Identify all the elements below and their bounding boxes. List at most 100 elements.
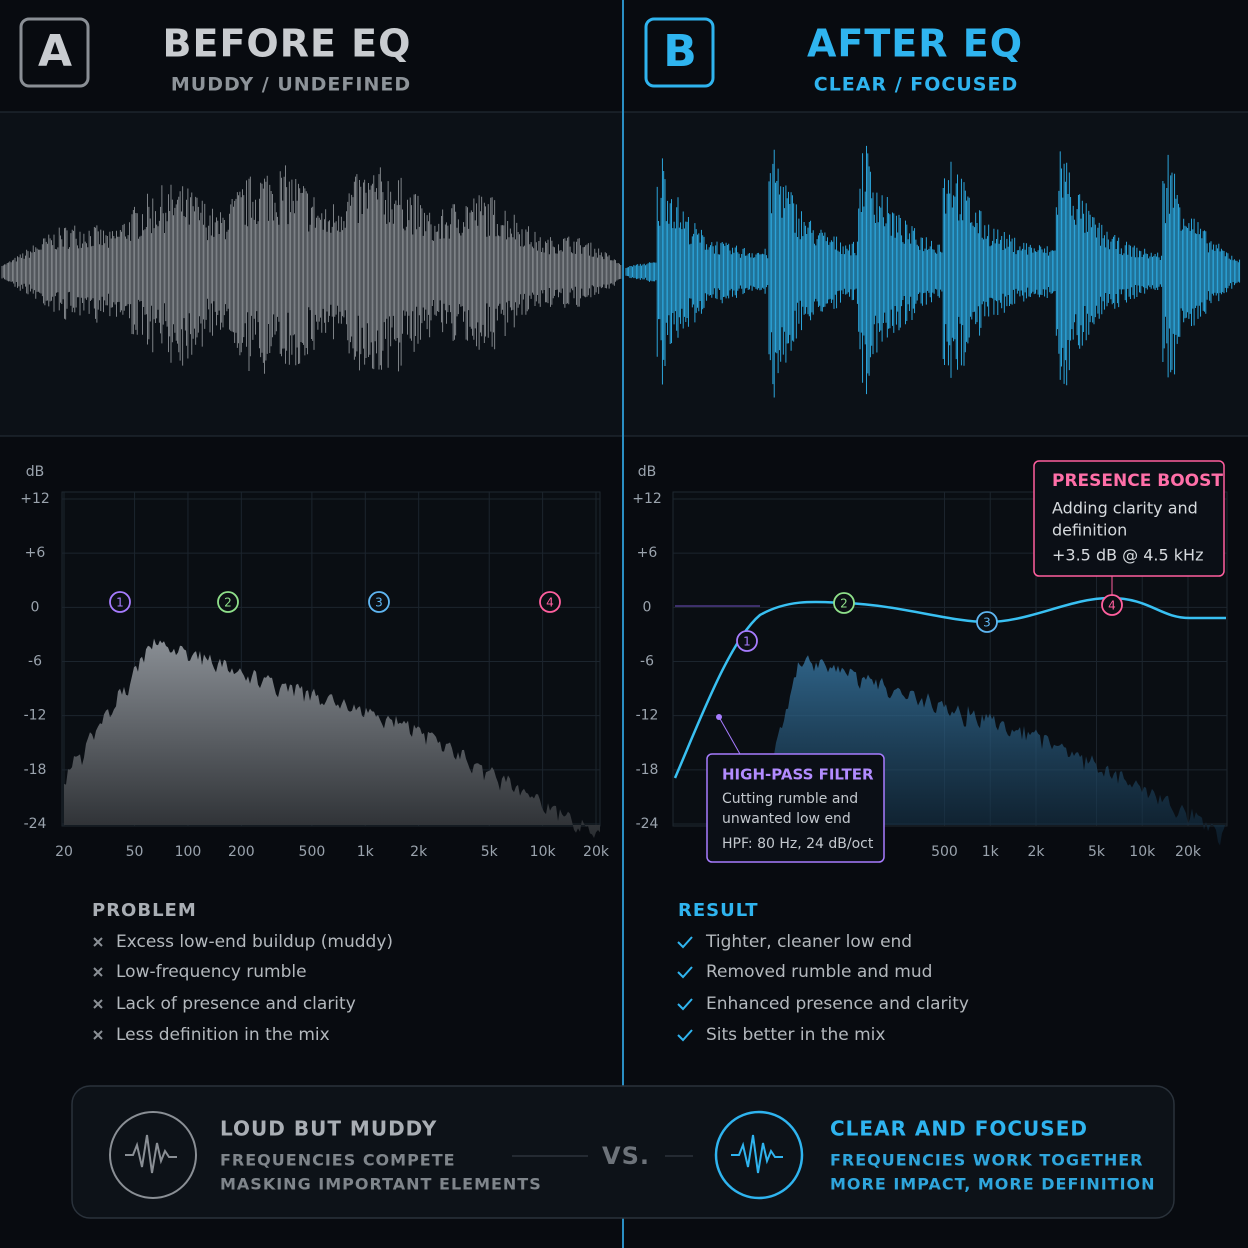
y-tick-label: +6 <box>637 545 658 561</box>
list-item: Sits better in the mix <box>706 1025 885 1045</box>
eq-node-label: 2 <box>840 597 848 611</box>
y-tick-label: -24 <box>636 816 659 832</box>
list-heading: RESULT <box>678 900 759 921</box>
eq-node <box>539 591 561 613</box>
x-tick-label: 10k <box>1129 844 1156 860</box>
y-tick-label: -6 <box>28 654 42 670</box>
axis-unit: dB <box>638 464 657 480</box>
cross-icon <box>93 967 103 977</box>
list-item: Enhanced presence and clarity <box>706 994 969 1014</box>
leader-dot <box>716 714 722 720</box>
badge-label: B <box>663 26 697 77</box>
eq-node <box>976 611 998 633</box>
title: AFTER EQ <box>807 22 1023 66</box>
annotation-text: definition <box>1052 521 1127 540</box>
cross-icon <box>93 999 103 1009</box>
annotation-title: HIGH-PASS FILTER <box>722 766 874 784</box>
icon-wave <box>731 1134 783 1174</box>
x-tick-label: 50 <box>126 844 144 860</box>
eq-node <box>368 591 390 613</box>
y-tick-label: +12 <box>20 491 50 507</box>
summary-title: LOUD BUT MUDDY <box>220 1117 437 1141</box>
leader-line <box>718 716 741 755</box>
icon <box>109 1111 197 1199</box>
check-icon <box>677 966 693 979</box>
check-icon <box>677 1029 693 1042</box>
y-tick-label: -6 <box>640 654 654 670</box>
summary-text: FREQUENCIES WORK TOGETHER <box>830 1151 1143 1170</box>
y-tick-label: +12 <box>632 491 662 507</box>
eq-node-label: 4 <box>546 596 554 610</box>
list-item: Removed rumble and mud <box>706 962 932 982</box>
x-tick-label: 5k <box>481 844 499 860</box>
eq-node <box>109 591 131 613</box>
cross-icon <box>93 1030 103 1040</box>
x-tick-label: 2k <box>410 844 428 860</box>
annotation-box <box>706 753 885 863</box>
y-tick-label: -18 <box>636 762 659 778</box>
y-tick-label: +6 <box>25 545 46 561</box>
x-tick-label: 20k <box>583 844 610 860</box>
badge-label: A <box>38 26 72 77</box>
cross-icon <box>93 937 103 947</box>
list-heading: PROBLEM <box>92 900 197 921</box>
y-tick-label: -12 <box>636 708 659 724</box>
eq-node-label: 1 <box>743 635 751 649</box>
x-tick-label: 500 <box>931 844 958 860</box>
eq-node-label: 4 <box>1108 599 1116 613</box>
vs-label: VS. <box>602 1142 650 1170</box>
x-tick-label: 200 <box>228 844 255 860</box>
annotation-box <box>1033 460 1225 577</box>
eq-node-label: 1 <box>116 596 124 610</box>
list-item: Low-frequency rumble <box>116 962 307 982</box>
y-tick-label: -24 <box>24 816 47 832</box>
summary-text: MORE IMPACT, MORE DEFINITION <box>830 1175 1156 1194</box>
x-tick-label: 10k <box>530 844 557 860</box>
x-tick-label: 5k <box>1088 844 1106 860</box>
summary-banner <box>71 1085 1175 1219</box>
annotation-text: unwanted low end <box>722 811 851 827</box>
annotation-title: PRESENCE BOOST <box>1052 471 1223 491</box>
y-tick-label: -12 <box>24 708 47 724</box>
x-tick-label: 500 <box>299 844 326 860</box>
check-icon <box>677 998 693 1011</box>
eq-node <box>217 591 239 613</box>
list-item: Excess low-end buildup (muddy) <box>116 932 393 952</box>
waveform <box>625 145 1241 398</box>
y-tick-label: 0 <box>643 599 652 615</box>
x-tick-label: 20k <box>1175 844 1202 860</box>
annotation-text: +3.5 dB @ 4.5 kHz <box>1052 546 1203 565</box>
y-tick-label: 0 <box>31 599 40 615</box>
annotation-text: HPF: 80 Hz, 24 dB/oct <box>722 836 874 852</box>
summary-title: CLEAR AND FOCUSED <box>830 1117 1088 1141</box>
x-tick-label: 20 <box>55 844 73 860</box>
y-tick-label: -18 <box>24 762 47 778</box>
x-tick-label: 100 <box>175 844 202 860</box>
eq-node-label: 2 <box>224 596 232 610</box>
x-tick-label: 1k <box>357 844 375 860</box>
eq-node <box>736 630 758 652</box>
badge <box>644 17 715 88</box>
list-item: Less definition in the mix <box>116 1025 330 1045</box>
axis-unit: dB <box>26 464 45 480</box>
annotation-text: Cutting rumble and <box>722 791 858 807</box>
icon <box>714 1110 804 1200</box>
summary-text: MASKING IMPORTANT ELEMENTS <box>220 1175 542 1194</box>
icon-wave <box>125 1134 177 1174</box>
list-item: Tighter, cleaner low end <box>705 932 912 952</box>
list-item: Lack of presence and clarity <box>116 994 356 1014</box>
badge <box>19 17 90 88</box>
spectrum <box>64 638 600 838</box>
annotation-text: Adding clarity and <box>1052 499 1198 518</box>
x-tick-label: 2k <box>1027 844 1045 860</box>
subtitle: CLEAR / FOCUSED <box>814 74 1018 96</box>
subtitle: MUDDY / UNDEFINED <box>171 74 411 96</box>
eq-node <box>833 592 855 614</box>
waveform <box>1 165 622 374</box>
eq-node-label: 3 <box>983 616 991 630</box>
x-tick-label: 1k <box>982 844 1000 860</box>
title: BEFORE EQ <box>163 22 412 66</box>
check-icon <box>677 936 693 949</box>
summary-text: FREQUENCIES COMPETE <box>220 1151 456 1170</box>
